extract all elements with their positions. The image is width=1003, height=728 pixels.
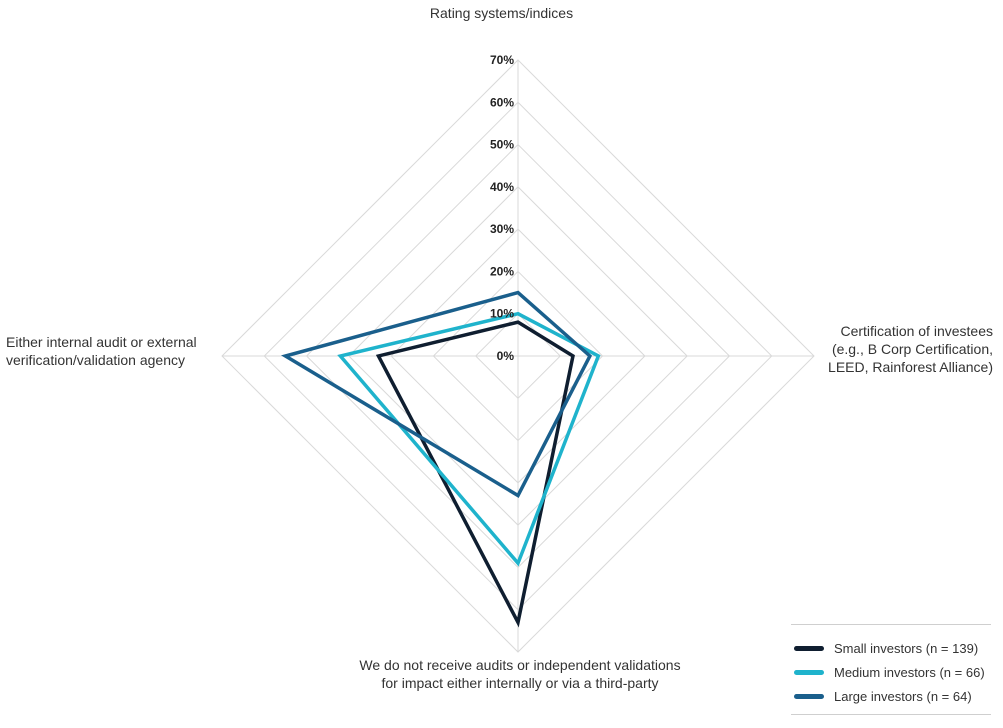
axis-label-line: LEED, Rainforest Alliance) <box>828 359 993 375</box>
chart-legend: Small investors (n = 139) Medium investo… <box>791 624 991 715</box>
legend-label: Large investors (n = 64) <box>834 688 972 704</box>
tick-label: 30% <box>490 222 514 236</box>
axis-label-rating-systems: Rating systems/indices <box>429 5 574 21</box>
series-large-investors <box>281 290 593 499</box>
axis-label-line: verification/validation agency <box>6 352 185 368</box>
legend-item-large-investors: Large investors (n = 64) <box>791 684 991 708</box>
radar-tick-labels: 0% 10% 20% 30% 40% 50% 60% 70% <box>490 53 514 363</box>
radar-series <box>281 290 601 628</box>
tick-label: 60% <box>490 95 514 109</box>
legend-swatch <box>794 645 824 651</box>
legend-item-medium-investors: Medium investors (n = 66) <box>791 660 991 684</box>
axis-label-certification-of-investees: Certification of investees (e.g., B Corp… <box>753 322 993 376</box>
tick-label: 0% <box>497 349 515 363</box>
radar-grid <box>221 59 815 653</box>
axis-label-line: (e.g., B Corp Certification, <box>831 341 993 357</box>
axis-label-line: Certification of investees <box>840 323 993 339</box>
legend-label: Medium investors (n = 66) <box>834 664 985 680</box>
legend-item-small-investors: Small investors (n = 139) <box>791 636 991 660</box>
series-small-investors <box>375 320 575 628</box>
tick-label: 50% <box>490 138 514 152</box>
axis-label-internal-or-external-audit: Either internal audit or external verifi… <box>6 333 226 369</box>
axis-label-line: for impact either internally or via a th… <box>381 675 659 691</box>
tick-label: 70% <box>490 53 514 67</box>
legend-swatch <box>794 669 824 675</box>
tick-label: 40% <box>490 180 514 194</box>
axis-label-line: Either internal audit or external <box>6 334 197 350</box>
legend-label: Small investors (n = 139) <box>834 640 979 656</box>
axis-label-no-audits: We do not receive audits or independent … <box>290 656 750 692</box>
axis-label-line: We do not receive audits or independent … <box>359 657 681 673</box>
tick-label: 20% <box>490 264 514 278</box>
legend-swatch <box>794 693 824 699</box>
tick-label: 10% <box>490 307 514 321</box>
